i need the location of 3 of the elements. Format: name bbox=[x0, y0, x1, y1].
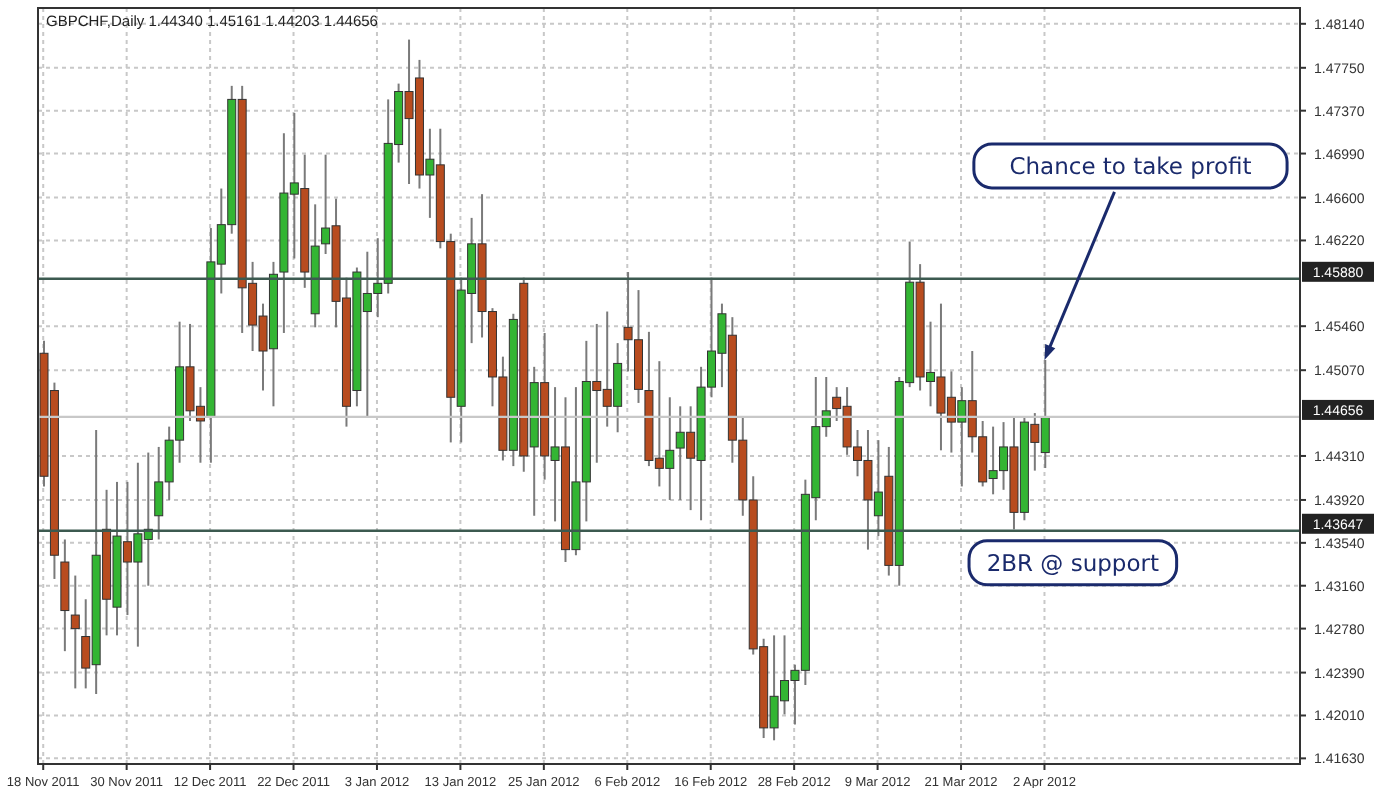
annotation: Chance to take profit bbox=[1009, 151, 1253, 180]
candlestick bbox=[70, 574, 80, 690]
annotation: 2BR @ support bbox=[986, 548, 1160, 577]
